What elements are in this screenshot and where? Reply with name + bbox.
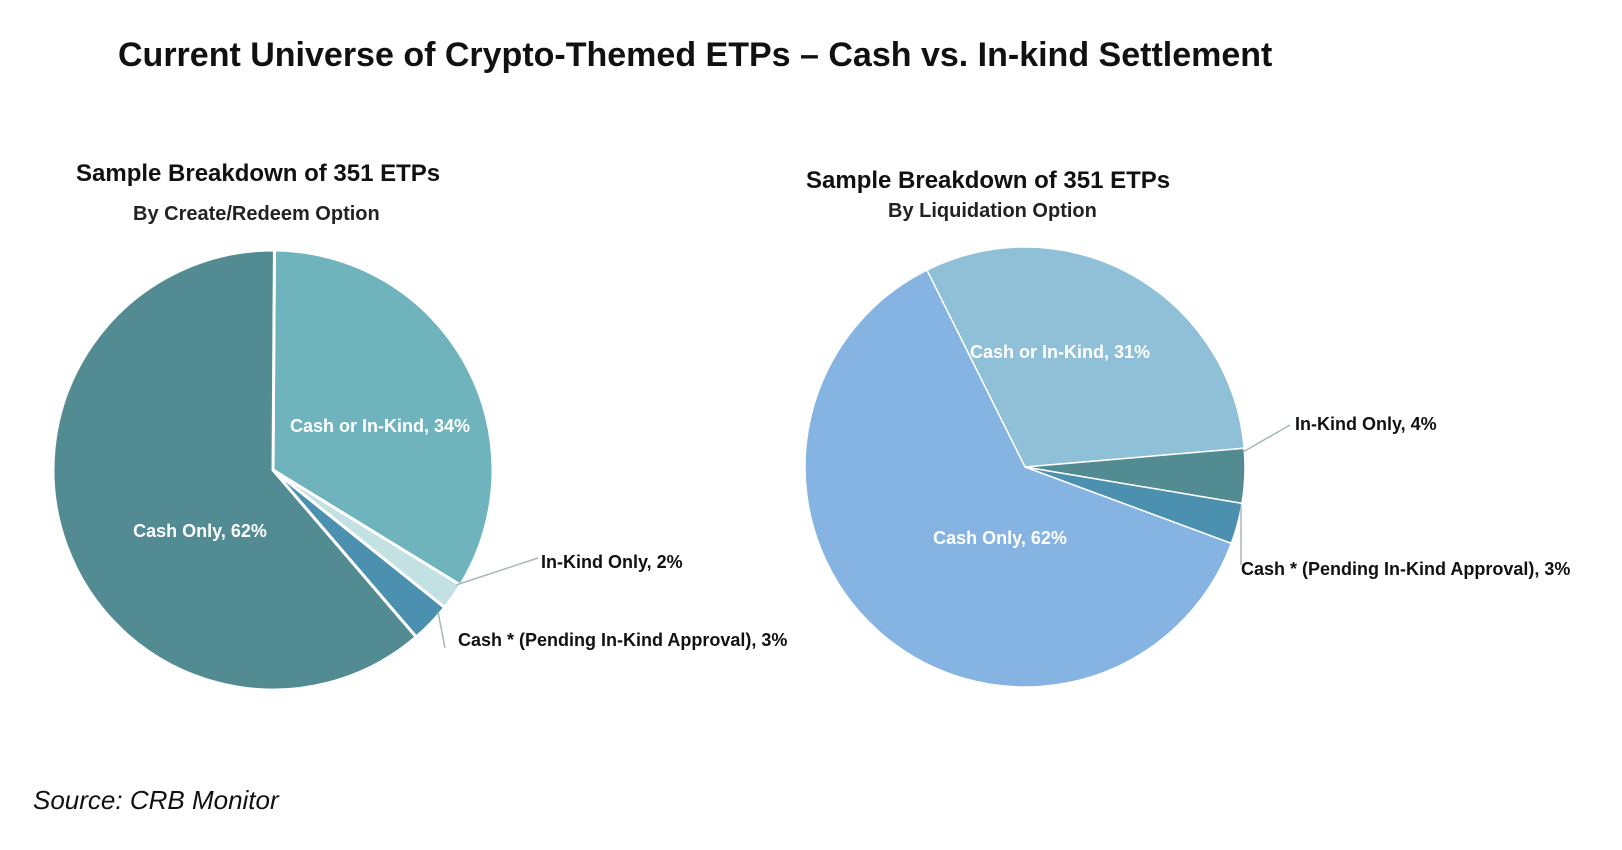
chart-1-slice-cash-only: [51, 248, 419, 692]
chart-1-subtitle: By Create/Redeem Option: [133, 203, 380, 225]
chart-1-label-cash-pending: Cash * (Pending In-Kind Approval), 3%: [458, 630, 787, 650]
chart-2-title: Sample Breakdown of 351 ETPs: [806, 167, 1171, 194]
chart-1-label-3: Cash Only, 62%: [133, 521, 267, 541]
chart-1-leader-cash-pending: [437, 611, 446, 649]
chart-2-label-in-kind-only: In-Kind Only, 4%: [1295, 414, 1437, 434]
page-title: Current Universe of Crypto-Themed ETPs –…: [118, 36, 1273, 74]
chart-2-label-3: Cash Only, 62%: [933, 528, 1067, 548]
chart-2-slice-cash-only: [804, 269, 1233, 688]
chart-2-slice-cash-or-in-kind: [925, 246, 1246, 468]
chart-2-label-cash-pending: Cash * (Pending In-Kind Approval), 3%: [1241, 559, 1570, 579]
chart-1-slice-cash-or-in-kind: [271, 248, 495, 588]
chart-1-label-0: Cash or In-Kind, 34%: [290, 416, 470, 436]
chart-2-label-0: Cash or In-Kind, 31%: [970, 342, 1150, 362]
chart-1-title: Sample Breakdown of 351 ETPs: [76, 160, 441, 187]
chart-2-subtitle: By Liquidation Option: [888, 200, 1097, 222]
chart-2-leader-in-kind-only: [1242, 424, 1291, 453]
chart-1-leader-in-kind-only: [455, 557, 539, 586]
chart-1-label-in-kind-only: In-Kind Only, 2%: [541, 552, 683, 572]
source-note: Source: CRB Monitor: [33, 785, 279, 815]
